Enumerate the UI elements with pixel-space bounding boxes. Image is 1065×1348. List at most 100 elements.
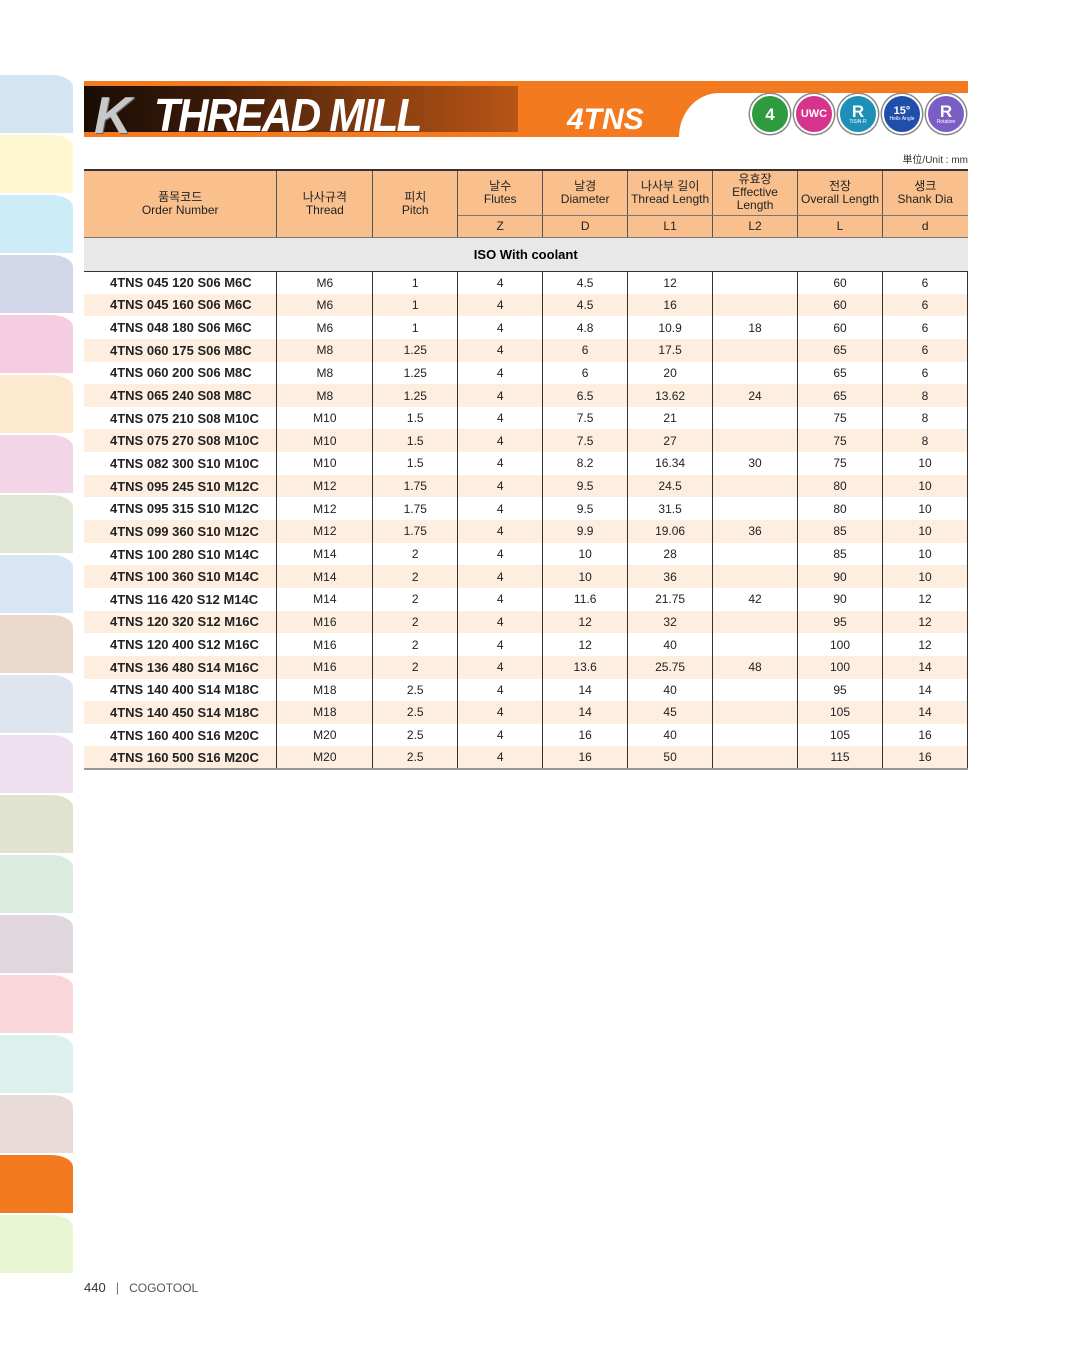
side-tab[interactable]: [0, 375, 73, 433]
cell: 4: [457, 746, 544, 771]
header-en: Shank Dia: [897, 191, 953, 206]
cell: 1.75: [372, 497, 459, 521]
cell: [712, 474, 799, 498]
cell: 6: [882, 338, 969, 362]
table-row: 4TNS 065 240 S08 M8C M8 1.25 4 6.5 13.62 24 65 8: [84, 384, 969, 407]
column-symbol: Z: [457, 215, 544, 238]
cell: [712, 701, 799, 724]
table-row: 4TNS 045 120 S06 M6C M6 1 4 4.5 12 60 6: [84, 271, 969, 294]
cell: 6: [542, 361, 629, 385]
side-tab[interactable]: [0, 915, 73, 973]
cell: [712, 633, 799, 656]
cell: 9.9: [542, 520, 629, 543]
order-number: 4TNS 095 315 S10 M12C: [84, 497, 278, 521]
cell: 6: [882, 293, 969, 317]
order-number: 4TNS 075 210 S08 M10C: [84, 406, 278, 430]
side-tab[interactable]: [0, 735, 73, 793]
cell: 1.5: [372, 406, 459, 430]
side-tab[interactable]: [0, 1035, 73, 1093]
cell: M12: [276, 497, 374, 521]
order-number: 4TNS 116 420 S12 M14C: [84, 587, 278, 611]
side-index-tabs: [0, 75, 73, 1275]
side-tab[interactable]: [0, 1095, 73, 1153]
side-tab[interactable]: [0, 1155, 73, 1213]
cell: 2: [372, 565, 459, 588]
cell: 8: [882, 384, 969, 407]
table-row: 4TNS 095 315 S10 M12C M12 1.75 4 9.5 31.5 80 10: [84, 497, 969, 521]
side-tab[interactable]: [0, 855, 73, 913]
cell: 4: [457, 406, 544, 430]
side-tab[interactable]: [0, 435, 73, 493]
side-tab[interactable]: [0, 615, 73, 673]
cell: [712, 429, 799, 453]
order-number: 4TNS 045 160 S06 M6C: [84, 293, 278, 317]
cell: 1: [372, 293, 459, 317]
column-symbol: L2: [712, 215, 799, 238]
header-ko: 날경: [574, 178, 597, 193]
cell: 1.5: [372, 452, 459, 475]
side-tab[interactable]: [0, 795, 73, 853]
side-tab[interactable]: [0, 495, 73, 553]
cell: M12: [276, 520, 374, 543]
cell: 65: [797, 361, 883, 385]
rotation-icon: R Rotation: [926, 94, 966, 134]
table-row: 4TNS 120 320 S12 M16C M16 2 4 12 32 95 12: [84, 610, 969, 634]
header-en: Pitch: [401, 202, 429, 217]
order-number: 4TNS 120 320 S12 M16C: [84, 610, 278, 634]
cell: M14: [276, 542, 374, 566]
side-tab[interactable]: [0, 1215, 73, 1273]
cell: 14: [542, 701, 629, 724]
order-number: 4TNS 095 245 S10 M12C: [84, 474, 278, 498]
order-number: 4TNS 065 240 S08 M8C: [84, 384, 278, 407]
badge-label: 4: [765, 104, 775, 124]
cell: 6.5: [542, 384, 629, 407]
header-ko: 날수: [489, 178, 512, 193]
cell: 10: [542, 542, 629, 566]
cell: 40: [627, 678, 714, 702]
badge-label: R: [939, 102, 953, 121]
cell: 14: [882, 701, 969, 724]
side-tab[interactable]: [0, 315, 73, 373]
cell: M18: [276, 701, 374, 724]
cell: 100: [797, 655, 883, 679]
cell: 9.5: [542, 474, 629, 498]
footer-separator: |: [115, 1280, 120, 1295]
cell: 4: [457, 723, 544, 747]
side-tab[interactable]: [0, 255, 73, 313]
column-symbol: L1: [627, 215, 714, 238]
cell: 1: [372, 271, 459, 294]
cell: 21.75: [627, 587, 714, 611]
cell: 9.5: [542, 497, 629, 521]
cell: 4: [457, 497, 544, 521]
column-symbol: L: [797, 215, 883, 238]
cell: 18: [712, 316, 799, 339]
cell: [712, 565, 799, 588]
side-tab[interactable]: [0, 675, 73, 733]
cell: 7.5: [542, 406, 629, 430]
cell: [712, 406, 799, 430]
table-row: 4TNS 045 160 S06 M6C M6 1 4 4.5 16 60 6: [84, 293, 969, 317]
cell: 6: [882, 316, 969, 339]
page-title: THREAD MILL: [154, 89, 422, 141]
side-tab[interactable]: [0, 135, 73, 193]
cell: [712, 678, 799, 702]
cell: 4: [457, 542, 544, 566]
side-tab[interactable]: [0, 555, 73, 613]
cell: 16.34: [627, 452, 714, 475]
header-en: Overall Length: [800, 191, 880, 206]
cell: [712, 746, 799, 771]
cell: 4: [457, 429, 544, 453]
side-tab[interactable]: [0, 975, 73, 1033]
cell: 45: [627, 701, 714, 724]
column-header: 피치 Pitch: [372, 169, 459, 238]
column-header: 날경 Diameter: [542, 169, 629, 216]
cell: 4.8: [542, 316, 629, 339]
cell: [712, 293, 799, 317]
side-tab[interactable]: [0, 195, 73, 253]
cell: 60: [797, 316, 883, 339]
cell: 2: [372, 587, 459, 611]
side-tab[interactable]: [0, 75, 73, 133]
cell: 16: [542, 746, 629, 771]
cell: 10: [882, 497, 969, 521]
header-ko: 나사부 길이: [640, 178, 700, 193]
